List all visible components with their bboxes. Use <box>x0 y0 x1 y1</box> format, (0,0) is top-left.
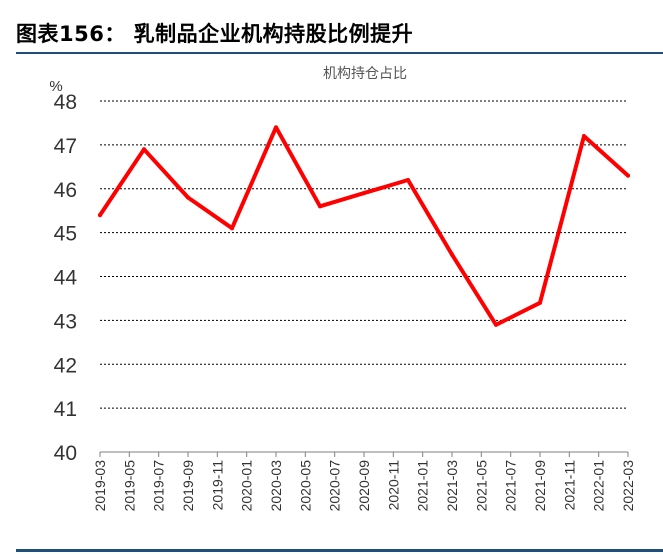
y-axis-unit: % <box>49 78 62 95</box>
x-tick-label: 2020-09 <box>356 460 372 512</box>
x-tick-label: 2020-05 <box>297 460 313 512</box>
y-tick-label: 44 <box>54 267 78 290</box>
y-tick-label: 45 <box>54 223 77 246</box>
data-point <box>582 134 586 139</box>
series-line <box>98 125 630 327</box>
x-tick-label: 2019-07 <box>151 460 167 512</box>
series-layer <box>98 125 630 327</box>
x-tick-label: 2022-01 <box>591 460 607 512</box>
x-tick-label: 2019-11 <box>209 460 225 511</box>
x-tick-label: 2021-01 <box>415 460 431 512</box>
x-tick-label: 2020-03 <box>268 460 284 512</box>
y-tick-label: 47 <box>54 135 77 158</box>
y-axis-ticks: 40 41 42 43 44 45 46 47 48 <box>54 91 78 465</box>
y-tick-label: 41 <box>54 398 77 421</box>
data-point <box>362 191 366 196</box>
x-tick-label: 2019-03 <box>92 460 108 512</box>
data-point <box>538 300 542 305</box>
x-tick-label: 2020-01 <box>239 460 255 512</box>
x-tick-label: 2020-11 <box>385 460 401 511</box>
x-tick-label: 2019-09 <box>180 460 196 512</box>
y-tick-label: 48 <box>54 91 77 114</box>
data-point <box>626 173 630 178</box>
x-tick-label: 2021-07 <box>503 460 519 512</box>
x-tick-label: 2019-05 <box>121 460 137 512</box>
y-tick-label: 43 <box>54 310 77 333</box>
x-tick-label: 2022-03 <box>620 460 636 512</box>
x-tick-label: 2021-09 <box>532 460 548 512</box>
x-tick-label: 2020-07 <box>327 460 343 512</box>
data-point <box>98 213 102 218</box>
x-axis-ticks: 2019-03 2019-05 2019-07 2019-09 2019-11 2020-… <box>92 452 636 511</box>
data-point <box>450 252 454 257</box>
report-header: 图表156： 乳制品企业机构持股比例提升 <box>0 0 663 56</box>
data-point <box>186 195 190 200</box>
y-tick-label: 42 <box>54 354 77 377</box>
header-rule <box>16 52 663 54</box>
footer-rule <box>16 549 663 552</box>
y-tick-label: 40 <box>54 442 77 465</box>
y-tick-label: 46 <box>54 179 77 202</box>
x-tick-label: 2021-05 <box>473 460 489 512</box>
data-point <box>494 322 498 327</box>
data-point <box>406 177 410 182</box>
data-point <box>230 226 234 231</box>
chart-title: 机构持仓占比 <box>323 66 407 82</box>
data-point <box>142 147 146 152</box>
x-tick-label: 2021-03 <box>444 460 460 512</box>
x-tick-label: 2021-11 <box>561 460 577 511</box>
data-point <box>274 125 278 130</box>
data-point <box>318 204 322 209</box>
figure-title: 图表156： 乳制品企业机构持股比例提升 <box>16 22 414 46</box>
